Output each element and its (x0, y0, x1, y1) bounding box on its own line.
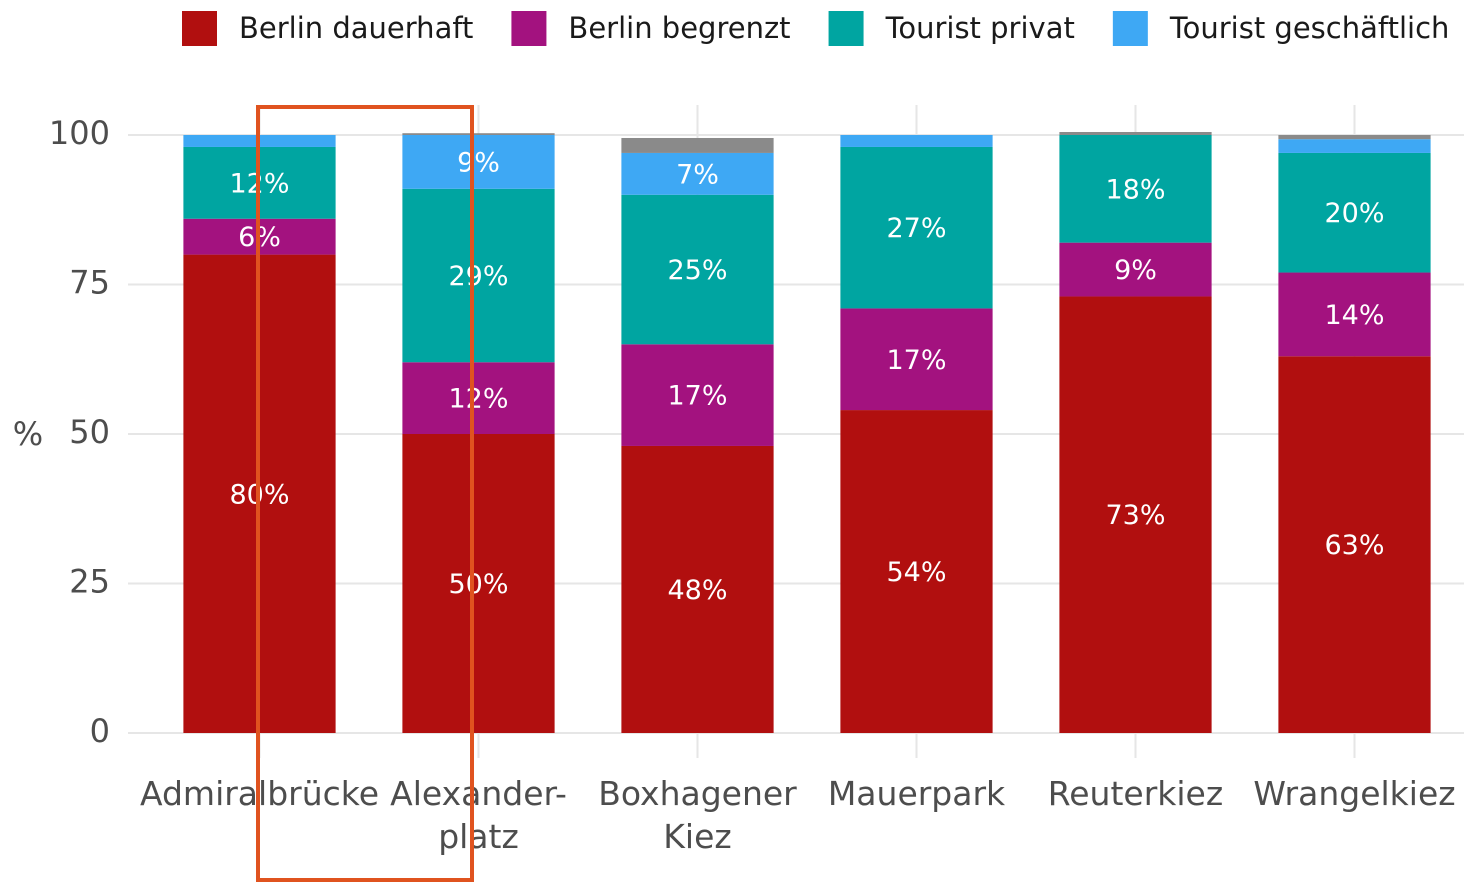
y-axis-label: % (13, 415, 43, 453)
data-label: 73% (1105, 500, 1165, 531)
bar-segment (402, 434, 555, 733)
x-tick-label: Reuterkiez (1048, 774, 1223, 813)
bar-segment (840, 146, 993, 309)
legend-swatch (828, 11, 864, 46)
bar-segment (402, 362, 555, 434)
bar-segment (840, 135, 993, 147)
legend-label: Tourist geschäftlich (1169, 11, 1450, 45)
data-label: 7% (676, 159, 719, 190)
data-label: 17% (886, 345, 946, 376)
bar-segment (1278, 135, 1431, 140)
x-tick-label: Boxhagener Kiez (598, 774, 797, 856)
data-label: 14% (1324, 300, 1384, 331)
data-label: 18% (1105, 174, 1165, 205)
data-label: 50% (448, 569, 508, 600)
bar-segment (1278, 356, 1431, 733)
bar-segment (1278, 139, 1431, 153)
bar-segment (402, 133, 555, 135)
legend-swatch (511, 11, 547, 46)
data-label: 63% (1324, 530, 1384, 561)
data-label: 12% (448, 384, 508, 415)
data-label: 25% (667, 255, 727, 286)
bar-segment (1278, 152, 1431, 273)
data-label: 9% (1114, 255, 1157, 286)
bar-segment (1059, 135, 1212, 243)
legend-label: Tourist privat (885, 11, 1075, 45)
bar-segment (621, 344, 774, 446)
legend-swatch (182, 11, 217, 46)
data-label: 29% (448, 261, 508, 292)
data-label: 17% (667, 381, 727, 412)
bar-segment (621, 137, 774, 153)
bar-segment (621, 152, 774, 195)
x-tick-label: Mauerpark (828, 774, 1006, 813)
legend-label: Berlin dauerhaft (239, 11, 473, 45)
bar-segment (840, 308, 993, 411)
data-label: 48% (667, 575, 727, 606)
highlight-box (256, 105, 474, 882)
x-tick-label: Alexander-platz (390, 774, 567, 856)
x-tick-label: Wrangelkiez (1253, 774, 1455, 813)
data-label: 20% (1324, 198, 1384, 229)
y-tick-label: 100 (49, 114, 110, 152)
legend-swatch (1112, 11, 1148, 46)
bar-segment (1059, 132, 1212, 135)
bar-segment (840, 410, 993, 733)
bar-segment (402, 135, 555, 189)
legend-label: Berlin begrenzt (568, 11, 790, 45)
data-label: 9% (457, 147, 500, 178)
bar-segment (1059, 242, 1212, 297)
y-tick-label: 0 (90, 712, 110, 750)
bar-segment (1059, 296, 1212, 733)
bar-segment (1278, 272, 1431, 357)
y-tick-label: 50 (69, 413, 110, 451)
data-label: 54% (886, 557, 946, 588)
bar-segment (621, 194, 774, 345)
bar-segment (621, 445, 774, 733)
data-label: 27% (886, 213, 946, 244)
bar-segment (402, 188, 555, 363)
y-tick-label: 25 (69, 563, 110, 601)
y-tick-label: 75 (69, 264, 110, 302)
